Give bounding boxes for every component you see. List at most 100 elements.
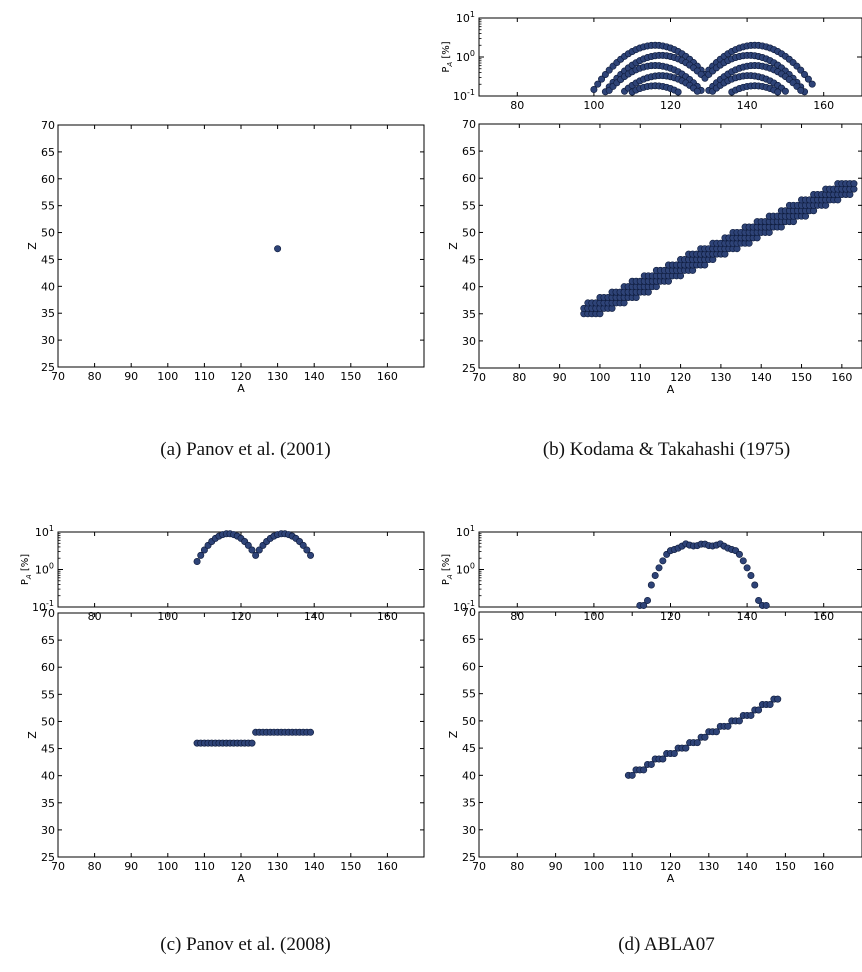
mass-yield-point <box>644 596 652 604</box>
y-tick-label: 55 <box>462 688 476 701</box>
top-x-tick-label: 80 <box>88 610 102 623</box>
x-tick-label: 70 <box>472 371 486 384</box>
x-tick-label: 140 <box>304 860 325 873</box>
x-tick-label: 90 <box>549 860 563 873</box>
x-tick-label: 90 <box>124 370 138 383</box>
y-tick-label: 30 <box>462 335 476 348</box>
mass-yield-point <box>303 546 311 554</box>
x-tick-label: 160 <box>377 860 398 873</box>
x-tick-label: 70 <box>472 860 486 873</box>
x-axis-label: A <box>667 383 675 396</box>
x-tick-label: 110 <box>622 860 643 873</box>
data-point <box>766 701 774 709</box>
y-tick-label: 35 <box>41 307 55 320</box>
y-tick-label: 50 <box>41 715 55 728</box>
y-tick-label: 40 <box>462 769 476 782</box>
top-y-axis-label: PA [%] <box>20 554 33 585</box>
y-tick-label: 45 <box>462 742 476 755</box>
x-tick-label: 80 <box>512 371 526 384</box>
data-point <box>724 722 732 730</box>
x-tick-label: 90 <box>124 860 138 873</box>
y-tick-label: 50 <box>41 227 55 240</box>
top-x-tick-label: 160 <box>813 610 834 623</box>
mass-yield-point <box>804 75 812 83</box>
y-axis-label: Z <box>447 730 460 738</box>
x-tick-label: 150 <box>775 860 796 873</box>
y-tick-label: 55 <box>462 199 476 212</box>
x-tick-label: 90 <box>553 371 567 384</box>
main-plot-b: 70 80 90 100 110 120 130 140 150 160 25 30 35 40 45 50 5… <box>447 118 862 396</box>
x-tick-label: 80 <box>88 370 102 383</box>
y-tick-label: 30 <box>462 824 476 837</box>
y-tick-label: 60 <box>41 661 55 674</box>
data-point <box>682 744 690 752</box>
y-tick-label: 65 <box>41 634 55 647</box>
y-axis-label: Z <box>447 242 460 250</box>
data-point <box>659 755 667 763</box>
y-tick-label: 45 <box>41 743 55 756</box>
data-point <box>712 728 720 736</box>
y-tick-label: 50 <box>462 715 476 728</box>
top-y-tick-label: 101 <box>35 524 54 539</box>
x-axis-label: A <box>237 382 245 395</box>
top-x-tick-label: 120 <box>231 610 252 623</box>
x-tick-label: 130 <box>710 371 731 384</box>
y-tick-label: 25 <box>41 361 55 374</box>
top-x-tick-label: 80 <box>510 610 524 623</box>
main-frame-b <box>478 123 862 369</box>
x-tick-label: 150 <box>340 370 361 383</box>
y-tick-label: 60 <box>462 172 476 185</box>
data-point <box>647 760 655 768</box>
x-tick-label: 120 <box>670 371 691 384</box>
x-tick-label: 160 <box>813 860 834 873</box>
x-tick-label: 160 <box>831 371 852 384</box>
x-tick-label: 70 <box>51 860 65 873</box>
top-x-tick-label: 100 <box>583 610 604 623</box>
mass-yield-point <box>781 87 789 95</box>
mass-yield-point <box>743 564 751 572</box>
mass-yield-point <box>200 546 208 554</box>
x-tick-label: 120 <box>660 860 681 873</box>
top-frame-c <box>57 531 425 608</box>
main-plot-a: 70 80 90 100 110 120 130 140 150 160 25 30 35 40 45 50 5… <box>26 119 425 395</box>
x-tick-label: 100 <box>589 371 610 384</box>
x-tick-label: 110 <box>194 370 215 383</box>
y-tick-label: 45 <box>462 254 476 267</box>
y-tick-label: 60 <box>41 173 55 186</box>
top-y-tick-label: 100 <box>35 562 54 577</box>
y-tick-label: 40 <box>462 281 476 294</box>
y-tick-label: 25 <box>41 851 55 864</box>
mass-yield-point <box>735 550 743 558</box>
data-point <box>640 766 648 774</box>
y-tick-label: 40 <box>41 280 55 293</box>
x-tick-label: 140 <box>751 371 772 384</box>
caption-d: (d) ABLA07 <box>618 934 715 955</box>
main-frame-c <box>57 612 425 858</box>
data-point <box>248 739 256 747</box>
x-axis-label: A <box>237 872 245 885</box>
mass-yield-point <box>651 572 659 580</box>
main-plot-c: 70 80 90 100 110 120 130 140 150 160 25 30 35 40 45 50 5… <box>26 607 425 885</box>
y-tick-label: 25 <box>462 851 476 864</box>
y-tick-label: 25 <box>462 362 476 375</box>
mass-yield-point <box>248 546 256 554</box>
top-x-tick-label: 80 <box>510 99 524 112</box>
y-tick-label: 30 <box>41 334 55 347</box>
mass-yield-point <box>197 551 205 559</box>
top-y-tick-label: 10-1 <box>453 599 475 614</box>
x-tick-label: 130 <box>698 860 719 873</box>
data-point <box>850 180 858 188</box>
x-tick-label: 140 <box>737 860 758 873</box>
mass-yield-point <box>751 581 759 589</box>
mass-yield-point <box>674 88 682 96</box>
top-y-tick-label: 100 <box>456 562 475 577</box>
top-y-tick-label: 100 <box>456 49 475 64</box>
main-frame-d <box>478 611 862 858</box>
mass-yield-point <box>307 551 315 559</box>
mass-yield-point <box>594 80 602 88</box>
top-plot-c: 80 100 120 140 160 10-1 100 101 PA [%] <box>20 524 425 623</box>
top-y-tick-label: 10-1 <box>32 599 54 614</box>
mass-yield-point <box>244 541 252 549</box>
top-x-tick-label: 160 <box>377 610 398 623</box>
